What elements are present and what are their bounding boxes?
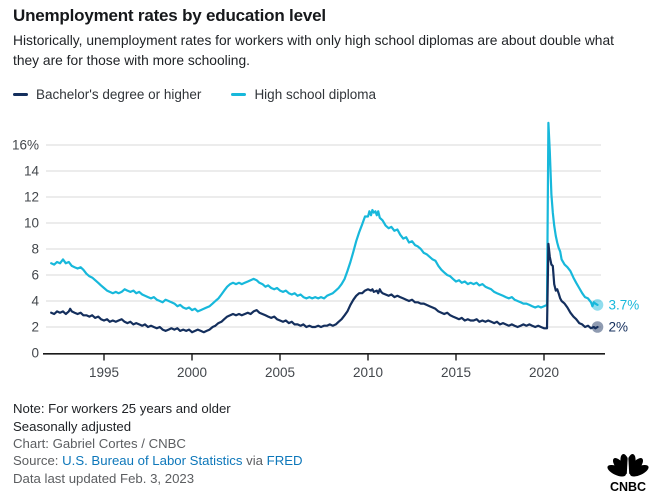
chart-legend: Bachelor's degree or higher High school … bbox=[13, 87, 376, 102]
note-line-1: Note: For workers 25 years and older bbox=[13, 401, 231, 416]
chart-credits: Chart: Gabriel Cortes / CNBC Source: U.S… bbox=[13, 435, 303, 487]
y-axis-tick-label: 16% bbox=[12, 138, 39, 153]
x-axis-tick-label: 2010 bbox=[353, 365, 383, 380]
y-axis-tick-label: 4 bbox=[31, 294, 39, 309]
y-axis-tick-label: 12 bbox=[24, 190, 39, 205]
x-axis-tick-label: 2005 bbox=[265, 365, 295, 380]
legend-label-bachelors: Bachelor's degree or higher bbox=[36, 87, 202, 102]
high-school-end-label: 3.7% bbox=[609, 297, 640, 312]
y-axis-tick-label: 8 bbox=[31, 242, 39, 257]
source-link-fred[interactable]: FRED bbox=[266, 453, 303, 469]
legend-item-high-school: High school diploma bbox=[231, 87, 376, 102]
bachelors-line bbox=[50, 242, 599, 334]
credit-line: Chart: Gabriel Cortes / CNBC bbox=[13, 436, 186, 451]
note-line-2: Seasonally adjusted bbox=[13, 418, 132, 434]
page-title: Unemployment rates by education level bbox=[13, 6, 326, 25]
source-line: Source: U.S. Bureau of Labor Statistics … bbox=[13, 452, 303, 469]
legend-line-swatch-icon bbox=[13, 92, 28, 97]
source-prefix: Source: bbox=[13, 453, 63, 469]
x-axis-tick-label: 2000 bbox=[177, 365, 207, 380]
legend-line-swatch-icon bbox=[231, 92, 247, 97]
bachelors-end-dot bbox=[591, 321, 604, 333]
legend-label-high-school: High school diploma bbox=[254, 87, 377, 102]
chart-notes: Note: For workers 25 years and older Sea… bbox=[13, 400, 231, 435]
source-link-bls[interactable]: U.S. Bureau of Labor Statistics bbox=[62, 453, 243, 469]
cnbc-peacock-icon: CNBC bbox=[607, 452, 649, 493]
high-school-end-dot bbox=[591, 299, 604, 311]
x-axis-tick-label: 1995 bbox=[89, 365, 119, 380]
high-school-line bbox=[50, 121, 599, 313]
cnbc-logo-text: CNBC bbox=[610, 480, 646, 493]
legend-item-bachelors: Bachelor's degree or higher bbox=[13, 87, 201, 102]
y-axis-tick-label: 14 bbox=[24, 164, 40, 179]
y-axis-tick-label: 2 bbox=[31, 320, 39, 335]
y-axis-tick-label: 6 bbox=[31, 268, 39, 283]
chart-subtitle: Historically, unemployment rates for wor… bbox=[13, 33, 614, 68]
bachelors-end-label: 2% bbox=[609, 320, 629, 335]
cnbc-logo: CNBC bbox=[606, 449, 650, 493]
y-axis-tick-label: 0 bbox=[31, 346, 39, 361]
updated-line: Data last updated Feb. 3, 2023 bbox=[13, 470, 195, 486]
x-axis-tick-label: 2015 bbox=[441, 365, 471, 380]
y-axis-tick-label: 10 bbox=[24, 216, 39, 231]
source-mid: via bbox=[242, 453, 267, 469]
x-axis-tick-label: 2020 bbox=[529, 365, 559, 380]
